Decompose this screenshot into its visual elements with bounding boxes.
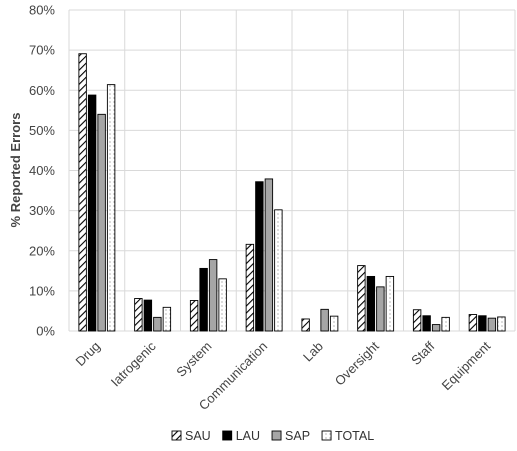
bar-total-staff xyxy=(441,316,450,332)
legend-label-lau: LAU xyxy=(236,429,260,443)
y-tick-label: 40% xyxy=(29,163,55,178)
x-tick-label: Lab xyxy=(300,339,326,365)
y-tick-label: 20% xyxy=(29,243,55,258)
bar-sau-equipment xyxy=(468,314,478,332)
legend: SAU LAU SAP TOTAL xyxy=(171,429,374,443)
x-tick-label: Iatrogenic xyxy=(108,338,159,389)
legend-swatch-total xyxy=(321,430,332,441)
y-tick-label: 10% xyxy=(29,283,55,298)
y-axis-ticks: 0% 10% 20% 30% 40% 50% 60% 70% 80% xyxy=(29,3,55,339)
bar-total-equipment xyxy=(497,316,506,332)
bar-sap-iatrogenic xyxy=(153,316,162,332)
bar-total-iatrogenic xyxy=(162,306,172,332)
bar-sap-oversight xyxy=(376,286,385,332)
x-tick-label: Equipment xyxy=(439,338,494,393)
x-tick-label: Oversight xyxy=(332,338,382,388)
bar-lau-iatrogenic xyxy=(143,299,153,332)
bar-lau-oversight xyxy=(366,275,376,332)
bar-total-oversight xyxy=(385,275,395,332)
bar-total-system xyxy=(218,278,227,332)
bar-total-communication xyxy=(274,209,283,332)
bar-sau-iatrogenic xyxy=(134,298,143,332)
bar-sap-staff xyxy=(431,324,441,332)
legend-swatch-lau xyxy=(222,430,233,441)
bar-lau-equipment xyxy=(478,315,487,332)
y-axis-title: % Reported Errors xyxy=(8,113,23,228)
legend-label-sap: SAP xyxy=(285,429,310,443)
legend-label-total: TOTAL xyxy=(335,429,374,443)
bar-lau-communication xyxy=(255,181,264,332)
y-tick-label: 50% xyxy=(29,123,55,138)
bar-lau-staff xyxy=(422,315,431,332)
bar-sap-lab xyxy=(320,308,329,332)
bars-group xyxy=(78,53,506,332)
legend-label-sau: SAU xyxy=(185,429,211,443)
bar-sau-drug xyxy=(78,53,87,332)
bar-total-lab xyxy=(329,315,339,332)
y-tick-label: 60% xyxy=(29,83,55,98)
x-tick-label: Drug xyxy=(72,339,103,370)
bar-sau-staff xyxy=(412,309,422,332)
bar-sau-oversight xyxy=(357,265,366,332)
y-tick-label: 30% xyxy=(29,203,55,218)
bar-sap-communication xyxy=(264,178,274,332)
bar-lau-drug xyxy=(87,94,97,332)
legend-swatch-sap xyxy=(271,430,282,441)
bar-sap-system xyxy=(208,259,218,332)
bar-total-drug xyxy=(106,84,116,332)
bar-sap-equipment xyxy=(487,317,497,332)
bar-sau-system xyxy=(189,300,199,332)
y-tick-label: 80% xyxy=(29,3,55,18)
bar-sau-lab xyxy=(301,318,310,332)
y-tick-label: 0% xyxy=(36,324,55,339)
x-tick-label: System xyxy=(173,339,214,380)
plot-area xyxy=(68,9,516,332)
x-tick-label: Staff xyxy=(408,338,438,368)
legend-swatch-sau xyxy=(171,430,182,441)
bar-lau-system xyxy=(199,267,208,332)
y-tick-label: 70% xyxy=(29,43,55,58)
bar-sau-communication xyxy=(245,243,255,332)
bar-sap-drug xyxy=(97,113,106,332)
